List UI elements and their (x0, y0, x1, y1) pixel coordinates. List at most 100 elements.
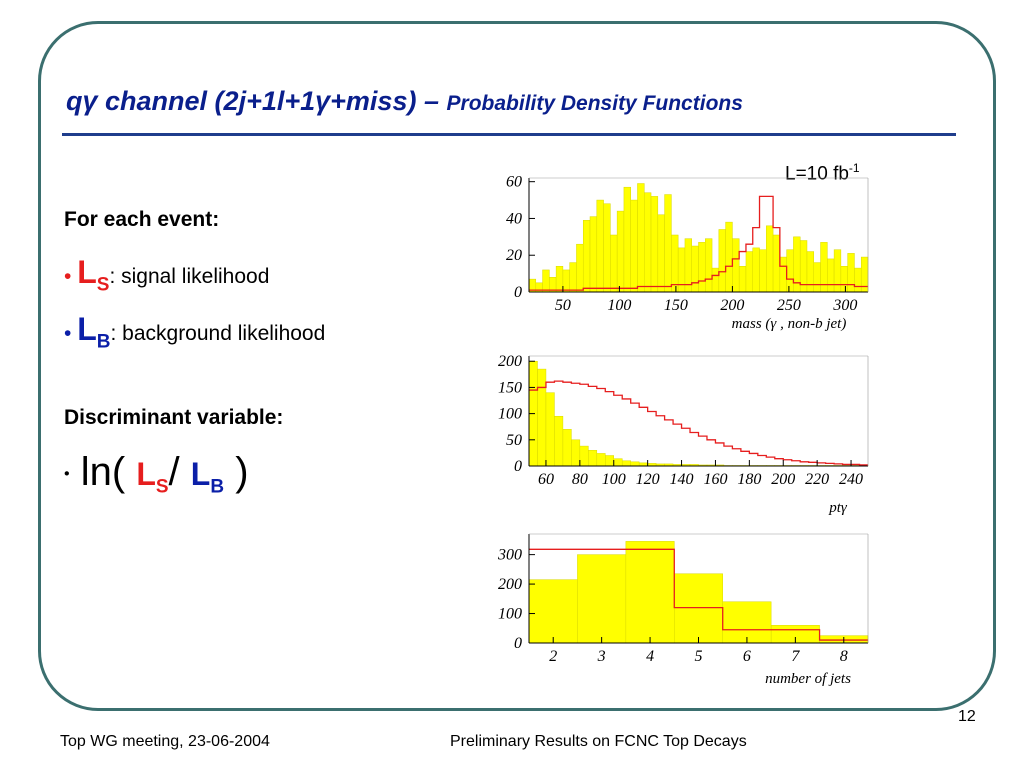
for-each-event-heading: For each event: (64, 208, 220, 231)
background-bar (677, 247, 686, 293)
x-tick-label: 140 (670, 471, 694, 488)
background-bar (603, 203, 611, 293)
bullet-signal-likelihood: • LS: signal likelihood (64, 254, 270, 296)
title-main: qγ channel (2j+1l+1γ+miss) – (66, 86, 440, 116)
background-bar (537, 368, 547, 467)
background-bar (711, 267, 720, 293)
x-tick-label: 6 (743, 648, 751, 665)
bullet-background-likelihood: • LB: background likelihood (64, 311, 326, 353)
x-axis-label: ptγ (828, 500, 848, 516)
signal-line (529, 195, 868, 291)
background-bar (555, 266, 564, 293)
x-tick-label: 8 (840, 648, 848, 665)
x-tick-label: 100 (602, 471, 626, 488)
ls-ratio: LS (136, 456, 169, 498)
x-tick-label: 180 (737, 471, 761, 488)
background-bar (827, 258, 835, 293)
discriminant-heading: Discriminant variable: (64, 406, 284, 429)
background-bar (610, 234, 618, 293)
background-bar (569, 262, 577, 293)
lb-symbol: LB (77, 311, 111, 353)
lb-ratio: LB (190, 456, 225, 498)
y-tick-label: 0 (514, 458, 522, 475)
background-bar (545, 392, 555, 467)
y-tick-label: 100 (498, 406, 522, 423)
background-bar (630, 461, 640, 467)
background-bar (813, 262, 821, 293)
background-bar (528, 579, 578, 644)
background-bar (759, 249, 767, 293)
x-tick-label: 300 (832, 297, 857, 314)
background-bar (671, 234, 679, 293)
background-bar (691, 245, 699, 293)
x-tick-label: 120 (636, 471, 660, 488)
background-bar (576, 243, 584, 293)
x-tick-label: 5 (695, 648, 703, 665)
x-tick-label: 100 (607, 297, 631, 314)
background-bar (589, 216, 598, 293)
y-tick-label: 40 (506, 210, 522, 227)
background-bar (772, 234, 781, 293)
discriminant-formula: • ln( LS/ LB ) (64, 450, 249, 498)
background-bar (664, 194, 672, 293)
background-bar (596, 199, 604, 293)
background-bar (625, 541, 675, 644)
x-tick-label: 50 (555, 297, 571, 314)
background-bar (745, 251, 753, 293)
background-bar (847, 253, 855, 293)
y-tick-label: 200 (498, 353, 522, 370)
background-bar (718, 229, 726, 293)
background-bar (840, 266, 848, 293)
slide-frame (38, 21, 996, 711)
background-bar (605, 455, 615, 467)
background-bar (833, 249, 842, 293)
x-tick-label: 60 (538, 471, 554, 488)
x-axis-label: number of jets (765, 671, 851, 687)
background-bar (644, 192, 652, 293)
background-bar (806, 251, 815, 293)
footer-left: Top WG meeting, 23-06-2004 (60, 733, 270, 750)
background-bar (621, 460, 631, 467)
x-axis-label: mass (γ , non-b jet) (732, 316, 847, 332)
x-tick-label: 220 (805, 471, 829, 488)
background-bar (738, 266, 747, 293)
slide-title: qγ channel (2j+1l+1γ+miss) – Probability… (66, 86, 966, 117)
y-tick-label: 300 (497, 547, 522, 564)
background-bar (542, 269, 550, 293)
y-tick-label: 150 (498, 379, 522, 396)
background-bar (582, 220, 591, 293)
background-bar (725, 221, 733, 293)
background-bar (650, 196, 659, 293)
y-tick-label: 0 (514, 284, 522, 301)
x-tick-label: 240 (839, 471, 863, 488)
y-tick-label: 100 (498, 606, 522, 623)
x-tick-label: 250 (777, 297, 801, 314)
background-bar (793, 236, 801, 293)
x-tick-label: 4 (646, 648, 654, 665)
background-bar (657, 214, 665, 293)
background-bar (674, 573, 723, 644)
background-bar (698, 242, 706, 293)
background-bar (571, 439, 581, 467)
background-bar (786, 249, 794, 293)
x-tick-label: 7 (791, 648, 800, 665)
background-bar (779, 256, 787, 293)
background-bar (705, 238, 713, 293)
background-bar (613, 458, 623, 467)
background-bar (752, 247, 760, 293)
y-tick-label: 20 (506, 247, 522, 264)
background-bar (732, 238, 740, 293)
background-bar (577, 554, 627, 644)
background-bar (562, 429, 572, 467)
background-bar (596, 453, 606, 467)
x-tick-label: 2 (549, 648, 557, 665)
background-bar (616, 210, 625, 293)
background-bar (637, 183, 645, 293)
background-bar (554, 415, 564, 467)
background-bar (623, 186, 631, 293)
signal-line (529, 548, 868, 641)
y-tick-label: 60 (506, 174, 522, 191)
page-number: 12 (958, 708, 976, 725)
luminosity-label: L=10 fb-1 (785, 161, 860, 185)
